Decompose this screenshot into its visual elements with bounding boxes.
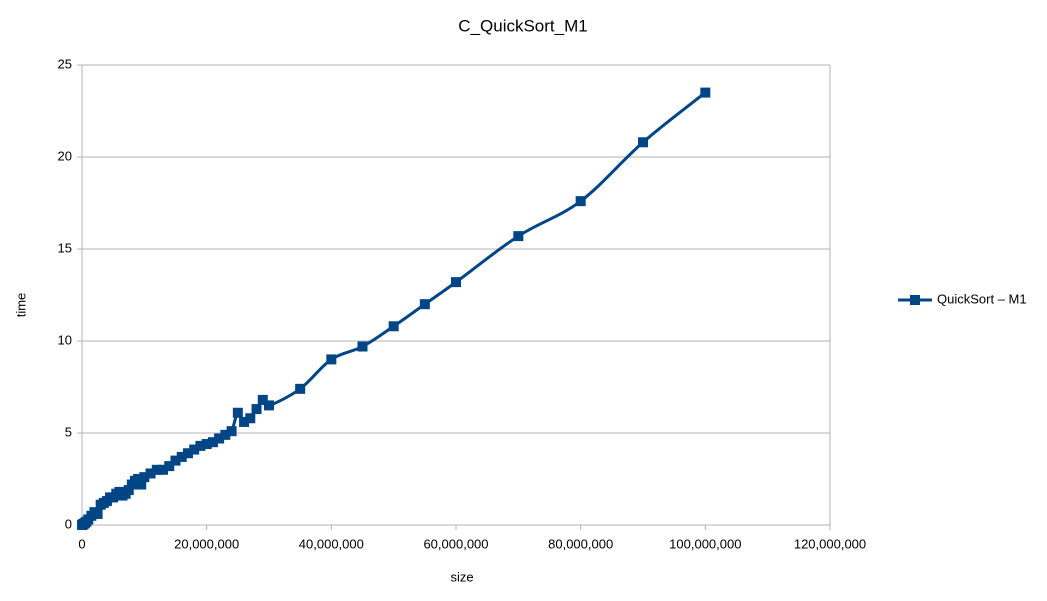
y-tick-label: 5 (65, 424, 72, 439)
y-tick-label: 10 (58, 332, 72, 347)
x-tick-label: 40,000,000 (299, 536, 364, 551)
point-marker (123, 485, 134, 496)
point-marker (214, 433, 225, 444)
point-marker (326, 354, 337, 365)
point-marker (388, 321, 399, 332)
point-marker (575, 196, 586, 207)
point-marker (176, 451, 187, 462)
point-marker (251, 404, 262, 415)
point-marker (226, 426, 237, 437)
legend-label: QuickSort – M1 (937, 291, 1027, 306)
y-axis-label: time (13, 293, 28, 318)
y-tick-label: 25 (58, 56, 72, 71)
point-marker (700, 87, 711, 98)
point-marker (419, 299, 430, 310)
legend-marker (910, 295, 920, 305)
y-tick-label: 15 (58, 240, 72, 255)
point-marker (220, 429, 231, 440)
point-marker (239, 416, 250, 427)
point-marker (139, 472, 150, 483)
x-tick-label: 80,000,000 (548, 536, 613, 551)
point-marker (195, 440, 206, 451)
point-marker (638, 137, 648, 148)
point-marker (164, 461, 175, 472)
x-tick-label: 120,000,000 (794, 536, 866, 551)
point-marker (207, 437, 218, 448)
point-marker (92, 508, 103, 519)
point-marker (170, 455, 181, 466)
point-marker (133, 474, 144, 484)
point-marker (232, 407, 243, 418)
point-marker (151, 464, 162, 475)
point-marker (245, 413, 256, 424)
x-tick-label: 100,000,000 (669, 536, 741, 551)
point-marker (145, 468, 156, 479)
point-marker (264, 400, 274, 411)
point-marker (136, 479, 147, 490)
chart-title: C_QuickSort_M1 (458, 16, 587, 35)
point-marker (189, 444, 200, 455)
point-marker (257, 394, 268, 405)
point-marker (201, 439, 212, 450)
point-marker (451, 277, 461, 288)
x-tick-label: 60,000,000 (423, 536, 488, 551)
y-tick-label: 0 (65, 516, 72, 531)
x-tick-label: 20,000,000 (174, 536, 239, 551)
point-marker (513, 231, 524, 242)
point-marker (295, 383, 306, 394)
x-tick-label: 0 (78, 536, 85, 551)
y-tick-label: 20 (58, 148, 72, 163)
point-marker (182, 448, 193, 459)
point-marker (357, 341, 368, 352)
x-axis-label: size (450, 569, 473, 584)
point-marker (158, 464, 169, 475)
